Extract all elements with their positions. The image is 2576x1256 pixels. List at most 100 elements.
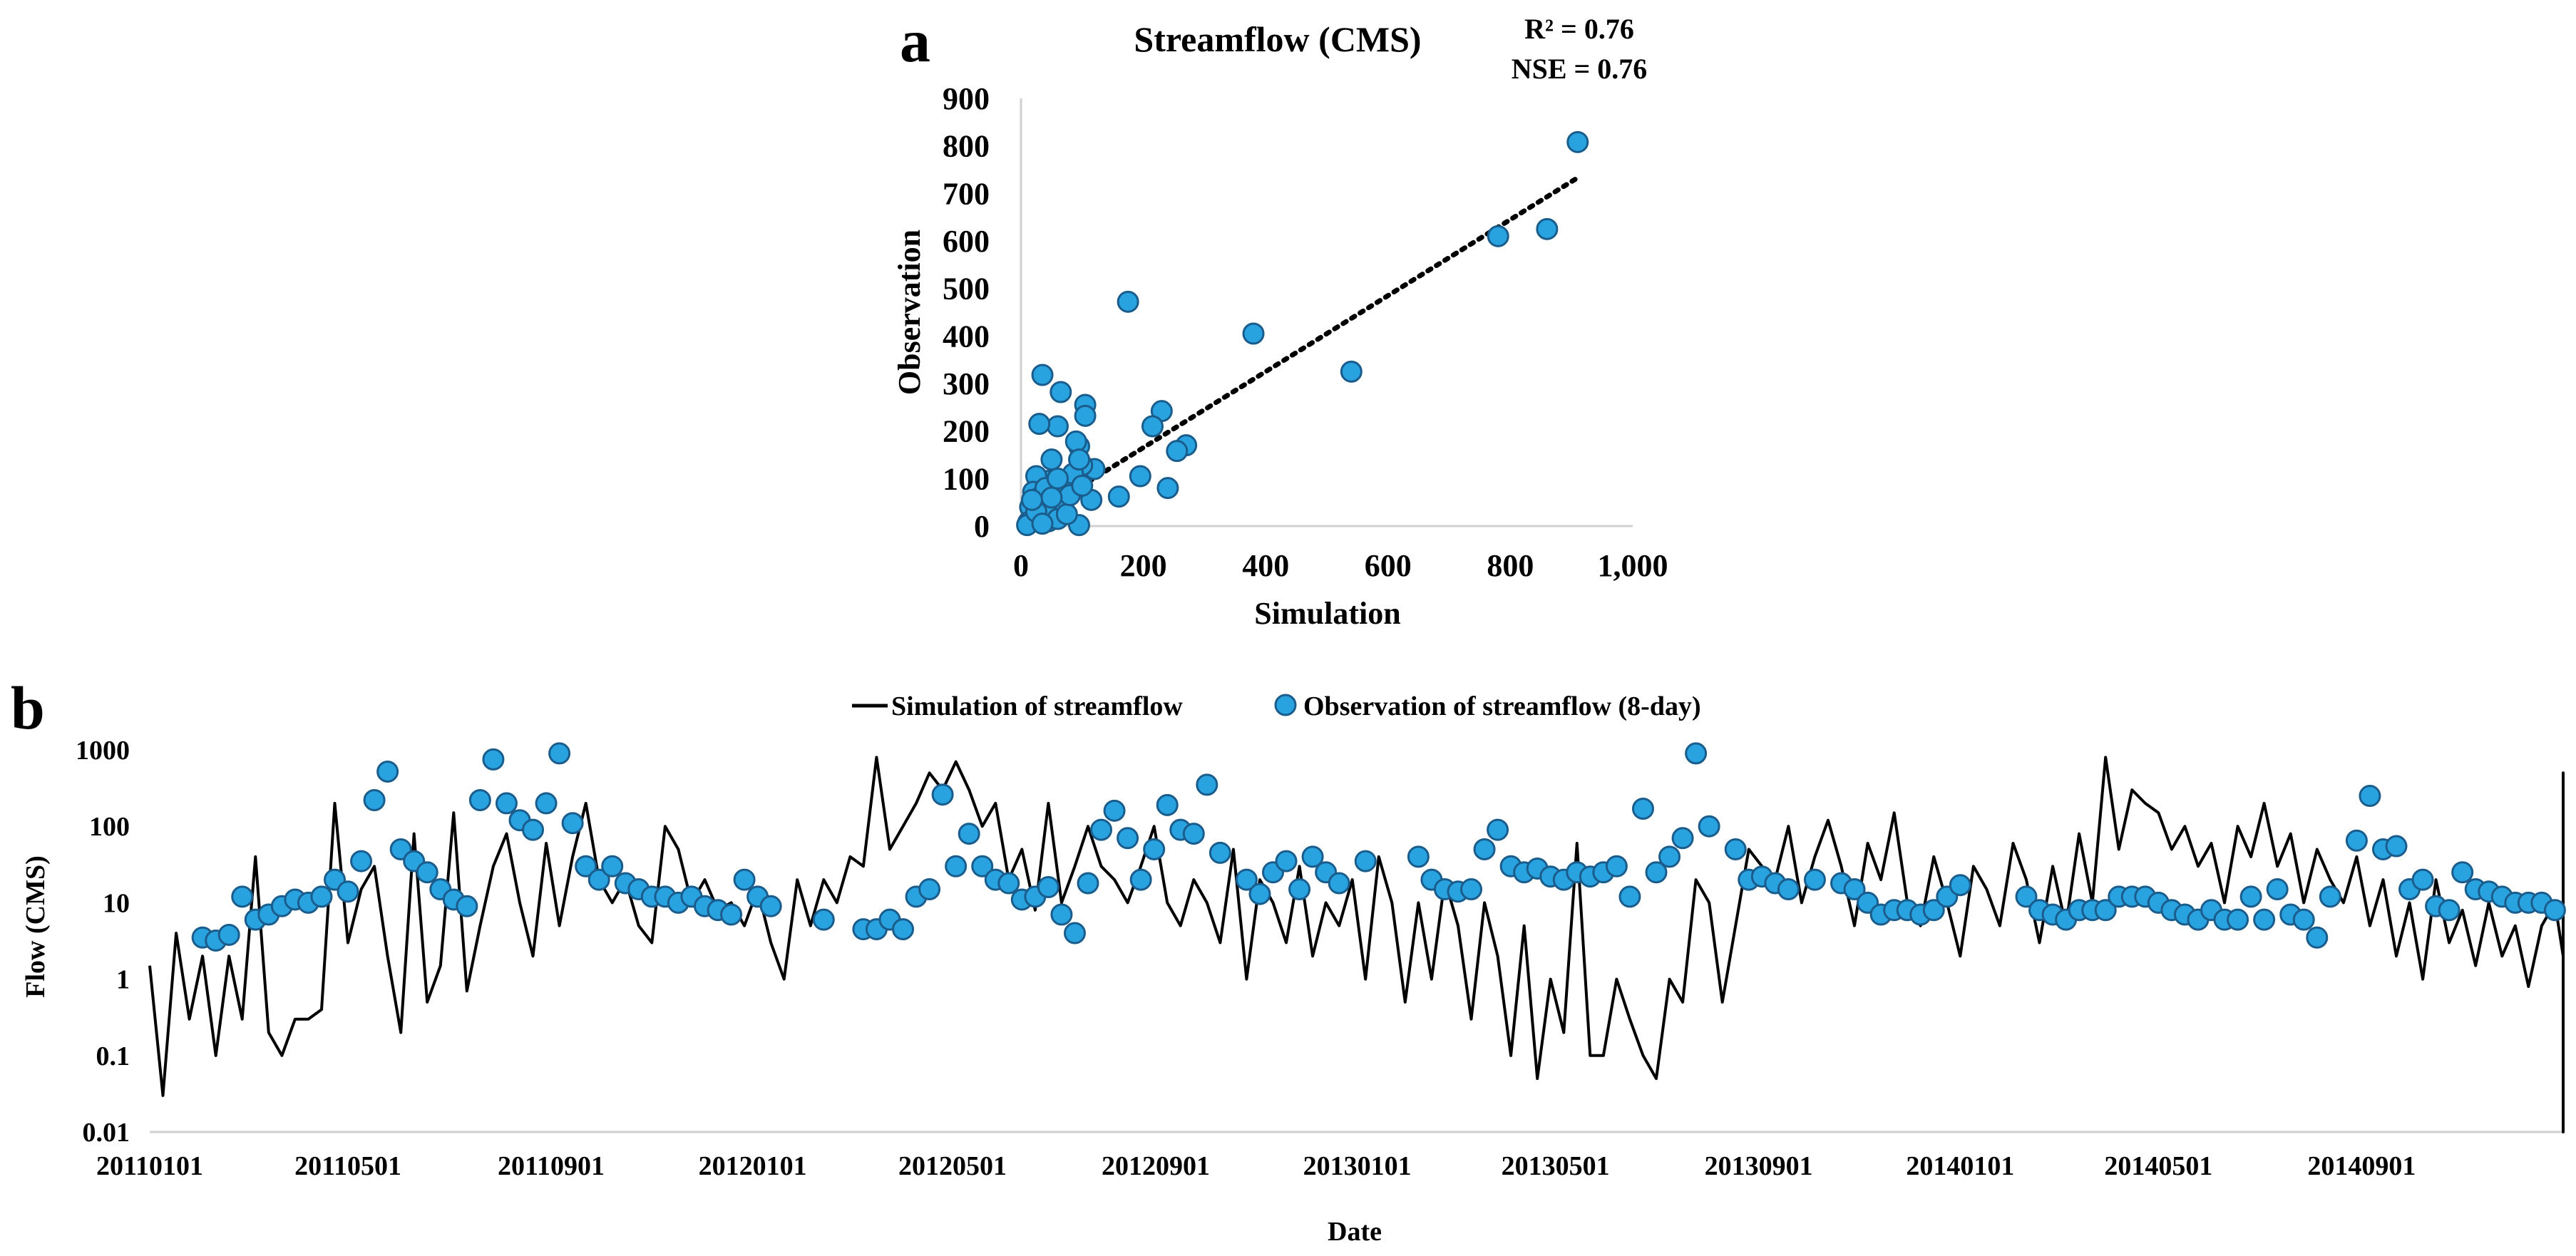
scatter-point (1031, 513, 1054, 535)
scatter-y-tick-label: 600 (943, 224, 990, 259)
r-squared-annotation: R² = 0.76 (1524, 13, 1634, 45)
observation-point (733, 868, 756, 891)
observation-point (495, 792, 518, 815)
observation-point (1156, 793, 1179, 816)
panel-b-label: b (11, 674, 45, 742)
observation-point (2345, 829, 2368, 852)
timeseries-y-tick-label: 0.1 (96, 1041, 130, 1071)
scatter-points (1016, 130, 1589, 537)
observation-point (1090, 818, 1113, 841)
scatter-y-tick-label: 0 (974, 509, 990, 544)
observation-point (2319, 885, 2341, 908)
observation-point (1487, 818, 1509, 841)
scatter-y-axis-label: Observation (892, 230, 927, 395)
timeseries-x-tick-label: 20130101 (1303, 1151, 1412, 1181)
observation-point (2411, 868, 2434, 891)
timeseries-y-tick-label: 0.01 (83, 1118, 130, 1148)
observation-point (1209, 841, 1231, 864)
observation-point (1301, 845, 1324, 868)
observation-point (1685, 742, 1708, 765)
observation-point (376, 760, 399, 783)
scatter-point (1566, 130, 1589, 153)
observation-point (456, 895, 478, 917)
observation-point (2438, 899, 2460, 922)
observation-point (1803, 868, 1826, 891)
observation-point (2253, 908, 2276, 931)
observation-point (720, 903, 743, 926)
scatter-y-tick-labels: 0 100 200 300 400 500 600 700 800 900 (943, 81, 990, 544)
observation-point (482, 748, 505, 771)
panel-a: a Streamflow (CMS) R² = 0.76 NSE = 0.76 … (892, 6, 1668, 631)
observation-point (1248, 882, 1271, 905)
timeseries-x-tick-label: 20110901 (498, 1151, 605, 1181)
scatter-y-tick-label: 400 (943, 319, 990, 354)
scatter-point (1117, 290, 1139, 313)
observation-point (416, 861, 438, 884)
observation-points (191, 742, 2566, 952)
scatter-x-tick-label: 400 (1242, 548, 1289, 583)
scatter-y-tick-label: 800 (943, 129, 990, 164)
scatter-point (1129, 465, 1151, 488)
observation-point (1658, 845, 1681, 868)
scatter-x-tick-label: 600 (1365, 548, 1412, 583)
panel-b: b Simulation of streamflow Observation o… (11, 674, 2566, 1247)
observation-point (535, 792, 558, 815)
observation-point (561, 812, 584, 835)
observation-point (310, 885, 333, 908)
observation-point (1949, 874, 1971, 897)
scatter-point (1040, 448, 1063, 471)
legend-observation-label: Observation of streamflow (8-day) (1303, 691, 1701, 721)
panel-a-title: Streamflow (CMS) (1134, 19, 1421, 59)
observation-point (2385, 835, 2408, 858)
timeseries-x-tick-label: 20130901 (1705, 1151, 1813, 1181)
scatter-y-tick-label: 100 (943, 461, 990, 496)
scatter-point (1156, 477, 1179, 500)
observation-point (1077, 872, 1099, 895)
observation-point (931, 783, 954, 806)
observation-point (522, 818, 545, 841)
timeseries-y-tick-label: 10 (103, 888, 130, 918)
observation-point (1473, 838, 1496, 860)
scatter-point (1031, 364, 1054, 386)
scatter-point (1046, 467, 1069, 490)
timeseries-x-tick-label: 20120101 (699, 1151, 807, 1181)
observation-point (1196, 773, 1218, 796)
simulation-line (148, 756, 2565, 1133)
scatter-point (1046, 415, 1069, 438)
observation-point (2306, 926, 2329, 949)
observation-point (1631, 797, 1654, 820)
scatter-x-tick-labels: 0 200 400 600 800 1,000 (1013, 548, 1668, 583)
observation-point (1063, 922, 1086, 944)
observation-point (892, 918, 915, 941)
timeseries-x-tick-label: 20120901 (1102, 1151, 1210, 1181)
observation-point (1328, 872, 1350, 895)
scatter-x-tick-label: 800 (1487, 548, 1534, 583)
scatter-point (1487, 225, 1509, 247)
scatter-x-axis-label: Simulation (1254, 596, 1400, 631)
scatter-point (1242, 322, 1265, 345)
timeseries-y-tick-label: 100 (89, 812, 130, 842)
observation-point (2451, 861, 2474, 884)
scatter-point (1020, 488, 1043, 511)
observation-point (1103, 799, 1126, 822)
observation-point (1050, 903, 1073, 926)
timeseries-x-tick-label: 20140901 (2307, 1151, 2416, 1181)
observation-point (575, 855, 597, 877)
observation-point (1275, 850, 1298, 872)
scatter-x-tick-label: 200 (1120, 548, 1167, 583)
timeseries-y-axis-label: Flow (CMS) (21, 855, 51, 997)
timeseries-y-tick-label: 1000 (76, 736, 130, 766)
observation-point (587, 868, 610, 891)
observation-point (217, 923, 240, 946)
scatter-point (1166, 440, 1189, 463)
observation-point (971, 855, 994, 877)
observation-point (759, 895, 782, 917)
scatter-point (1107, 485, 1130, 508)
observation-point (1724, 838, 1747, 860)
observation-point (2266, 878, 2289, 901)
scatter-point (1040, 486, 1063, 509)
observation-point (1922, 899, 1945, 922)
observation-point (2543, 899, 2566, 922)
timeseries-y-tick-labels: 0.01 0.1 1 10 100 1000 (76, 736, 130, 1148)
